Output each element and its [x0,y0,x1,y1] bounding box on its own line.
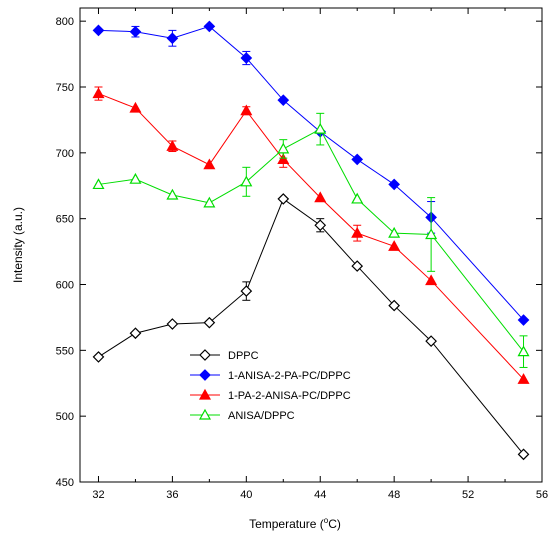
data-point [203,316,216,329]
data-point [92,87,105,99]
data-point [240,52,253,64]
data-point [198,388,212,400]
y-tick-label: 650 [56,214,74,226]
data-point [425,335,437,347]
data-point [129,25,142,38]
series-layer [92,20,530,461]
data-point [425,228,438,240]
data-point [198,408,212,420]
data-point [425,274,438,286]
data-point [388,226,401,238]
data-point [166,318,179,330]
y-tick-label: 450 [56,477,74,489]
data-point [277,94,290,107]
series-line [98,198,524,455]
data-point [203,196,216,208]
series-ANISA/DPPC [92,112,530,368]
x-tick-label: 48 [388,489,400,501]
series-line [98,25,524,321]
data-point [129,172,142,184]
data-point [314,191,327,203]
data-point [203,158,216,170]
data-point [388,240,401,251]
y-tick-label: 550 [56,345,74,357]
data-point [166,140,179,151]
data-point [351,192,364,204]
series-1-ANISA-2-PA-PC/DPPC [92,20,530,326]
legend: DPPC 1-ANISA-2-PA-PC/DPPC 1-PA-2-ANISA-PC/… [190,349,351,422]
y-tick-label: 800 [56,16,74,28]
data-point [166,32,179,45]
data-point [277,142,290,154]
data-point [388,299,401,312]
data-point [351,153,364,166]
x-tick-label: 36 [166,489,178,501]
series-line [98,93,524,380]
data-point [517,448,530,461]
legend-label: 1-ANISA-2-PA-PC/DPPC [228,370,351,382]
data-point [240,285,253,297]
data-point [129,101,142,113]
data-point [314,122,327,134]
data-point [92,178,105,190]
data-point [199,349,211,361]
legend-label: DPPC [228,350,259,362]
y-tick-label: 750 [56,82,74,94]
plot-frame [79,7,543,483]
legend-item: DPPC [190,349,259,362]
x-axis-label: Temperature (oC) [249,516,341,531]
legend-label: ANISA/DPPC [228,410,295,422]
data-point [517,373,530,384]
data-point [166,188,179,200]
x-axis-label-unit: C) [328,517,341,531]
data-point [92,24,105,37]
series-DPPC [92,193,530,461]
axis-ticks: 32 36 40 44 48 52 56 450 500 550 600 650 700 750 800 [56,8,548,501]
x-tick-label: 32 [92,489,104,501]
x-axis-label-main: Temperature ( [249,517,324,531]
legend-item: 1-ANISA-2-PA-PC/DPPC [190,369,351,382]
x-tick-label: 44 [314,489,326,501]
data-point [240,104,253,116]
data-point [240,175,253,187]
series-1-PA-2-ANISA-PC/DPPC [92,86,530,384]
data-point [277,153,290,165]
data-point [351,260,364,272]
legend-item: ANISA/DPPC [190,408,295,422]
data-point [388,178,401,191]
data-point [129,327,142,340]
x-tick-label: 56 [536,489,548,501]
legend-label: 1-PA-2-ANISA-PC/DPPC [228,390,351,402]
data-point [199,369,211,381]
data-point [517,314,530,326]
legend-item: 1-PA-2-ANISA-PC/DPPC [190,388,351,402]
x-axis-label-degree: o [324,516,329,525]
y-tick-label: 700 [56,148,74,160]
data-point [277,193,290,205]
series-line [98,128,524,352]
y-tick-label: 500 [56,411,74,423]
y-tick-label: 600 [56,280,74,292]
data-point [351,226,364,238]
data-point [314,219,327,232]
data-point [203,20,216,33]
data-point [517,345,530,357]
x-tick-label: 40 [240,489,252,501]
x-tick-label: 52 [462,489,474,501]
data-point [92,351,105,363]
y-axis-label: Intensity (a.u.) [11,207,25,283]
